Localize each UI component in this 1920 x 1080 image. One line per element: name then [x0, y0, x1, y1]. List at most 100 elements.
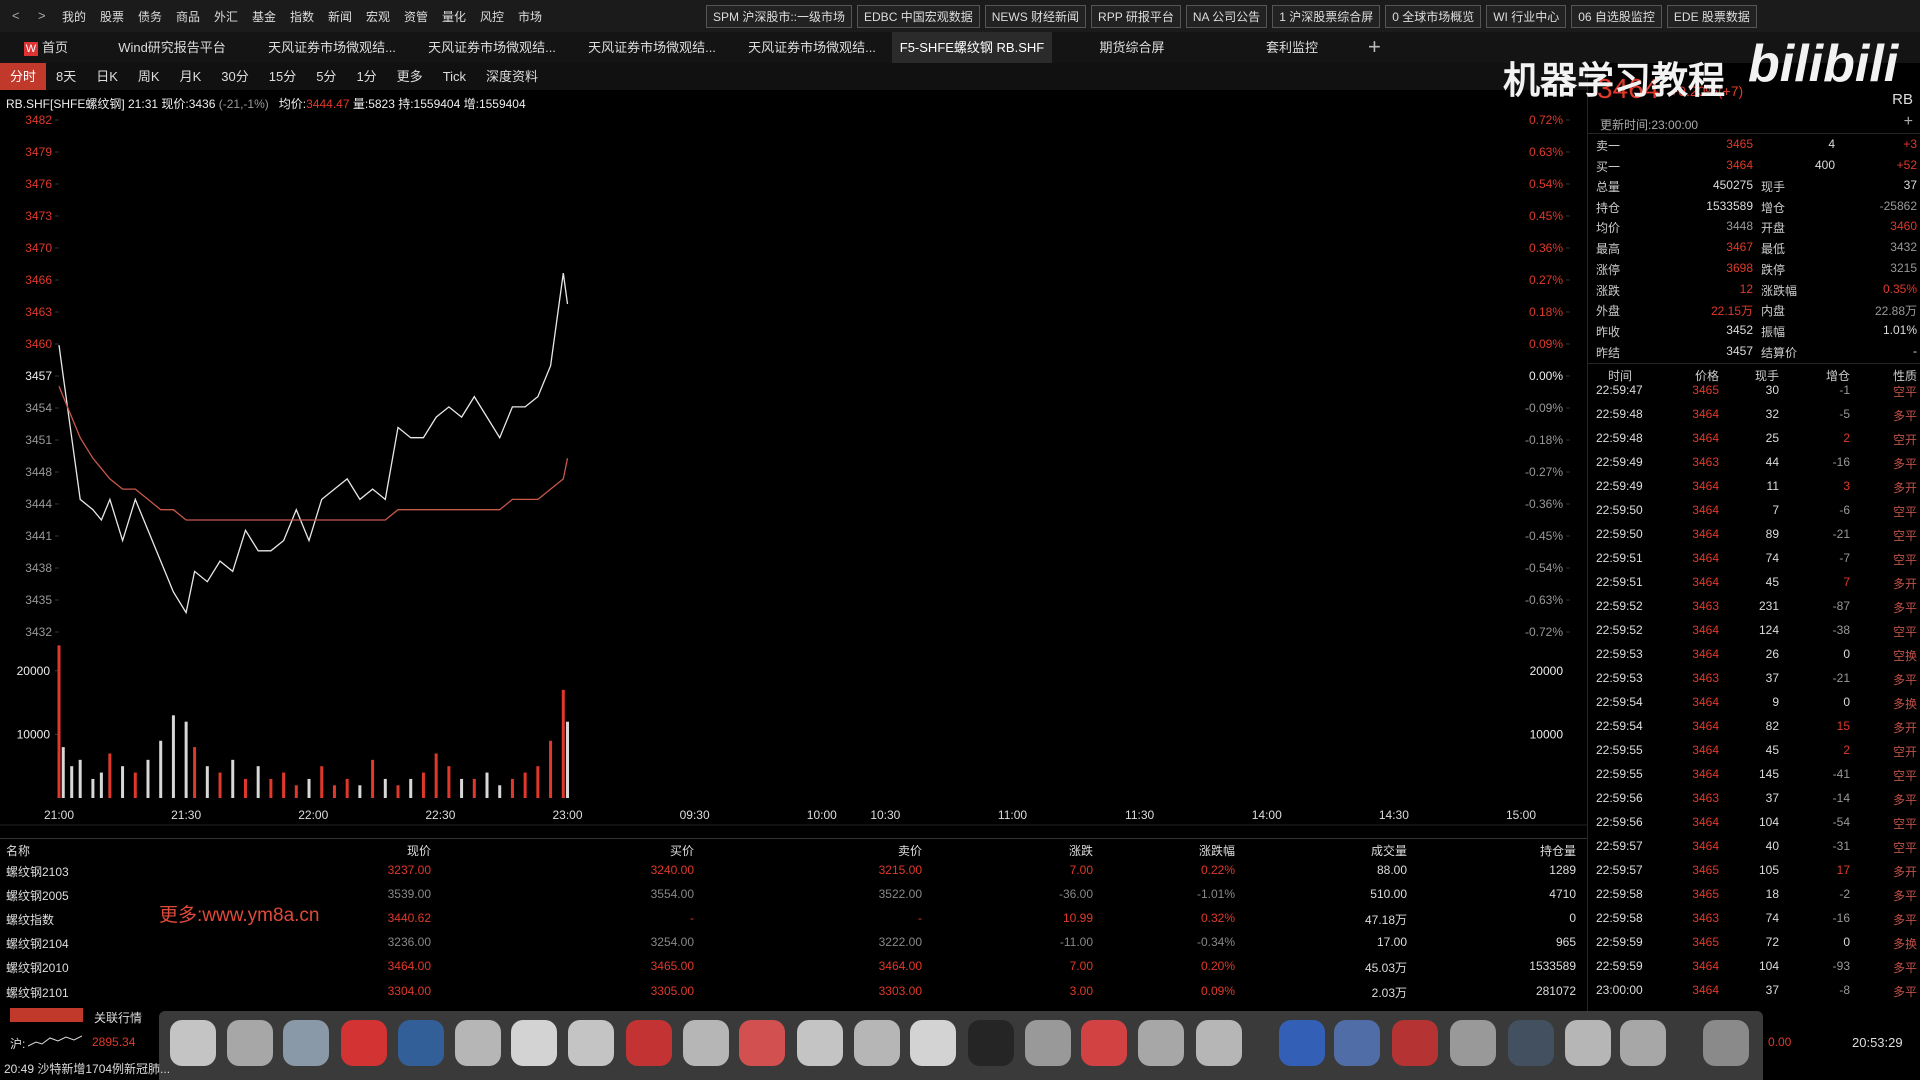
nav-forward[interactable]: >	[38, 8, 46, 23]
menu-item[interactable]: 新闻	[328, 9, 353, 24]
dock-icon[interactable]	[1334, 1020, 1380, 1066]
y-tick-label: 3451	[25, 433, 52, 447]
period-button[interactable]: 分时	[0, 63, 47, 90]
period-button[interactable]: 日K	[96, 69, 118, 84]
tick-cell: 3464	[1692, 695, 1719, 709]
dock-icon[interactable]	[739, 1020, 785, 1066]
function-button[interactable]: WI 行业中心	[1486, 4, 1567, 28]
chart-info-rest: 量:5823 持:1559404 增:1559404	[352, 97, 526, 111]
dock-icon[interactable]	[1565, 1020, 1611, 1066]
column-header[interactable]: 成交量	[1370, 844, 1407, 858]
column-header[interactable]: 买价	[669, 844, 694, 858]
dock-icon[interactable]	[968, 1020, 1014, 1066]
dock-icon[interactable]	[341, 1020, 387, 1066]
menu-item[interactable]: 债务	[138, 9, 163, 24]
volume-bar	[434, 753, 438, 798]
tick-cell: 3464	[1692, 743, 1719, 757]
dock-icon[interactable]	[1196, 1020, 1242, 1066]
dock-icon[interactable]	[170, 1020, 216, 1066]
menu-item[interactable]: 商品	[176, 9, 201, 24]
period-button[interactable]: 深度资料	[486, 69, 539, 84]
dock-icon[interactable]	[568, 1020, 614, 1066]
column-header[interactable]: 涨跌	[1068, 844, 1093, 858]
function-button[interactable]: NEWS 财经新闻	[984, 4, 1087, 28]
menu-item[interactable]: 量化	[442, 9, 467, 24]
menu-item[interactable]: 市场	[518, 9, 543, 24]
y2-tick-label: 0.27%	[1529, 273, 1563, 287]
column-header[interactable]: 卖价	[897, 844, 922, 858]
tab[interactable]: 期货综合屏	[1052, 32, 1212, 63]
menu-item[interactable]: 股票	[100, 9, 125, 24]
period-button[interactable]: Tick	[442, 69, 467, 84]
menu-item[interactable]: 风控	[480, 9, 505, 24]
column-header[interactable]: 持仓量	[1539, 844, 1576, 858]
dock-icon[interactable]	[1279, 1020, 1325, 1066]
function-button[interactable]: NA 公司公告	[1185, 4, 1268, 28]
dock-icon[interactable]	[1025, 1020, 1071, 1066]
dock-icon[interactable]	[797, 1020, 843, 1066]
menu-item[interactable]: 我的	[62, 9, 87, 24]
menu-item[interactable]: 基金	[252, 9, 277, 24]
tab-label: 天风证券市场微观结...	[268, 40, 396, 55]
tab[interactable]: F5-SHFE螺纹钢 RB.SHF	[892, 32, 1052, 63]
dock-icon[interactable]	[283, 1020, 329, 1066]
function-button[interactable]: 1 沪深股票综合屏	[1272, 4, 1381, 28]
function-button[interactable]: EDBC 中国宏观数据	[857, 4, 980, 28]
menu-item[interactable]: 指数	[290, 9, 315, 24]
period-button[interactable]: 15分	[268, 69, 297, 84]
tab[interactable]: 天风证券市场微观结...	[732, 32, 892, 63]
dock-icon[interactable]	[1081, 1020, 1127, 1066]
column-header[interactable]: 名称	[6, 844, 31, 858]
tab[interactable]: W 首页	[0, 32, 92, 63]
y2-tick-label: -0.54%	[1525, 561, 1563, 575]
y-tick-label: 3435	[25, 593, 52, 607]
dock-icon[interactable]	[626, 1020, 672, 1066]
add-tab[interactable]: +	[1368, 34, 1381, 59]
column-header[interactable]: 现价	[406, 844, 431, 858]
tab[interactable]: 天风证券市场微观结...	[572, 32, 732, 63]
period-button[interactable]: 8天	[56, 69, 77, 84]
dock-icon[interactable]	[1703, 1020, 1749, 1066]
add-button[interactable]: +	[1903, 113, 1913, 130]
dock-icon[interactable]	[683, 1020, 729, 1066]
table-cell: 3539.00	[387, 887, 431, 902]
nav-back[interactable]: <	[12, 8, 20, 23]
dock-icon[interactable]	[511, 1020, 557, 1066]
function-button[interactable]: RPP 研报平台	[1091, 4, 1181, 28]
dock-icon[interactable]	[455, 1020, 501, 1066]
dock-icon[interactable]	[1138, 1020, 1184, 1066]
tab[interactable]: 天风证券市场微观结...	[412, 32, 572, 63]
column-header[interactable]: 涨跌幅	[1198, 844, 1235, 858]
dock-icon[interactable]	[398, 1020, 444, 1066]
dock-icon[interactable]	[1392, 1020, 1438, 1066]
dock-icon[interactable]	[227, 1020, 273, 1066]
bottom-tab[interactable]	[10, 1008, 83, 1022]
period-button[interactable]: 月K	[179, 69, 202, 84]
function-button[interactable]: SPM 沪深股市::一级市场	[706, 4, 853, 28]
dock-icon[interactable]	[910, 1020, 956, 1066]
dock-icon[interactable]	[1620, 1020, 1666, 1066]
menu-item[interactable]: 外汇	[214, 9, 239, 24]
function-button[interactable]: 0 全球市场概览	[1385, 4, 1482, 28]
dock-icon[interactable]	[1508, 1020, 1554, 1066]
volume-bar	[421, 772, 425, 798]
menu-item[interactable]: 宏观	[366, 9, 391, 24]
tab[interactable]: 套利监控	[1212, 32, 1372, 63]
period-button[interactable]: 1分	[356, 69, 377, 84]
x-tick-label: 09:30	[680, 808, 710, 822]
tab[interactable]: Wind研究报告平台	[92, 32, 252, 63]
period-button[interactable]: 更多	[396, 69, 423, 84]
period-button[interactable]: 5分	[316, 69, 337, 84]
dock-icon[interactable]	[854, 1020, 900, 1066]
related-tab[interactable]: 关联行情	[94, 1011, 143, 1025]
period-button[interactable]: 30分	[221, 69, 249, 84]
tab[interactable]: 天风证券市场微观结...	[252, 32, 412, 63]
table-cell: -11.00	[1059, 935, 1093, 950]
function-button[interactable]: 06 自选股监控	[1571, 4, 1662, 28]
tick-cell: 3464	[1692, 623, 1719, 637]
news-ticker[interactable]: 20:49 沙特新增1704例新冠肺...	[4, 1062, 171, 1076]
dock-icon[interactable]	[1450, 1020, 1496, 1066]
menu-item[interactable]: 资管	[404, 9, 429, 24]
function-button[interactable]: EDE 股票数据	[1666, 4, 1757, 28]
period-button[interactable]: 周K	[137, 69, 160, 84]
